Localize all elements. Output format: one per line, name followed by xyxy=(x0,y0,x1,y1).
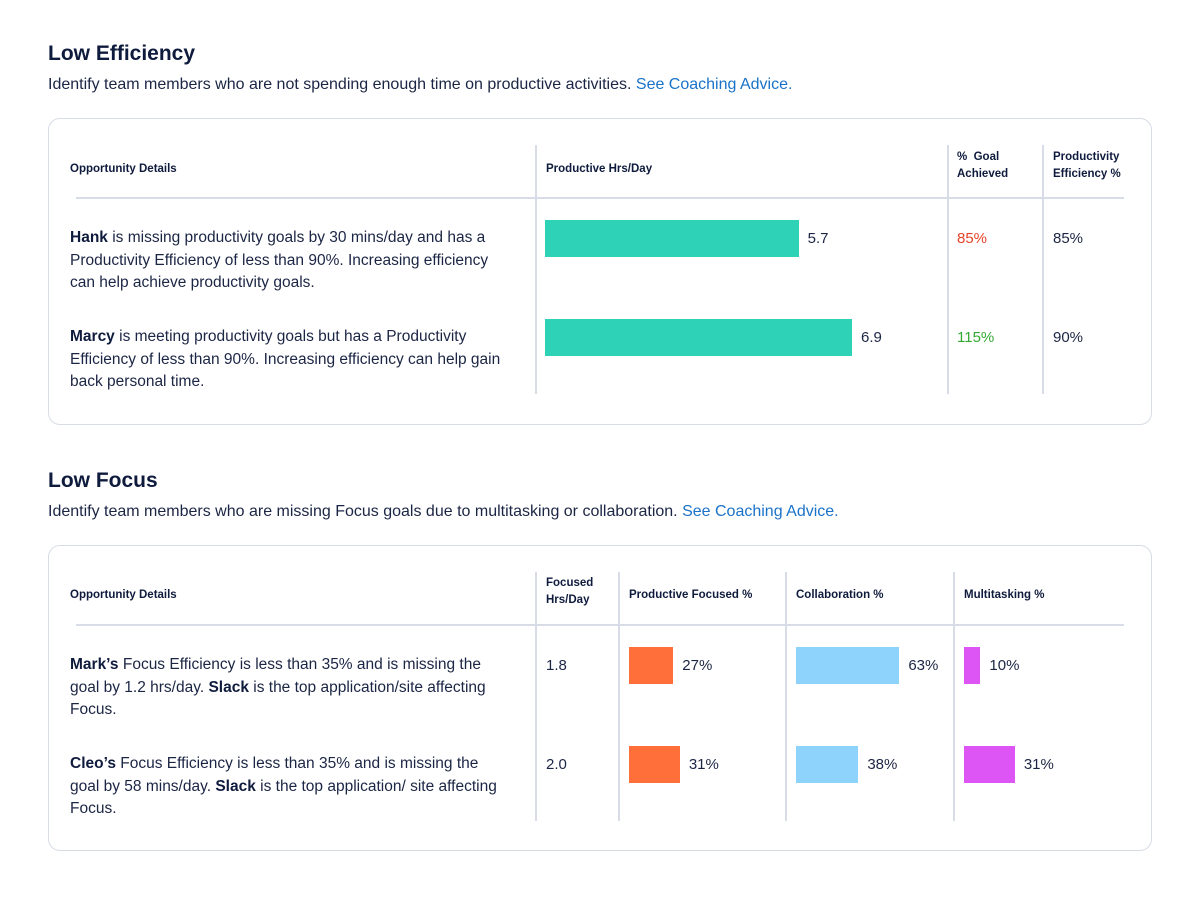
opportunity-detail-mark: Mark’s Focus Efficiency is less than 35%… xyxy=(70,656,486,718)
collaboration-value: 63% xyxy=(908,657,939,674)
app-name: Slack xyxy=(208,678,249,696)
header-productive-focused: Productive Focused % xyxy=(629,589,753,601)
employee-name: Hank xyxy=(70,229,108,246)
column-divider xyxy=(535,572,537,821)
productive-hrs-bar xyxy=(545,220,799,257)
header-productivity-efficiency: Productivity Efficiency % xyxy=(1053,151,1121,180)
column-divider xyxy=(618,572,620,821)
low-focus-title: Low Focus xyxy=(48,469,158,492)
collaboration-bar xyxy=(796,746,859,783)
header-opportunity-details: Opportunity Details xyxy=(70,163,177,175)
opportunity-detail-marcy: Marcy is meeting productivity goals but … xyxy=(70,328,501,390)
low-focus-description-text: Identify team members who are missing Fo… xyxy=(48,503,678,520)
productive-hrs-value: 5.7 xyxy=(807,230,829,247)
productivity-efficiency-value: 90% xyxy=(1053,329,1084,346)
column-divider xyxy=(1042,145,1044,394)
productive-focused-bar xyxy=(629,746,680,783)
low-efficiency-description: Identify team members who are not spendi… xyxy=(48,76,792,94)
employee-name: Marcy xyxy=(70,328,115,345)
header-divider xyxy=(76,624,1124,626)
low-efficiency-card: Opportunity Details Productive Hrs/Day %… xyxy=(48,118,1152,425)
column-divider xyxy=(953,572,955,821)
header-multitasking: Multitasking % xyxy=(964,589,1045,601)
multitasking-bar xyxy=(964,746,1015,783)
opportunity-detail-cleo: Cleo’s Focus Efficiency is less than 35%… xyxy=(70,755,497,817)
column-divider xyxy=(785,572,787,821)
multitasking-value: 31% xyxy=(1023,756,1054,773)
header-focused-hrs: Focused Hrs/Day xyxy=(546,577,594,606)
efficiency-coaching-advice-link[interactable]: See Coaching Advice. xyxy=(635,76,793,93)
focused-hrs-value: 1.8 xyxy=(546,657,567,674)
productive-focused-value: 27% xyxy=(682,657,713,674)
focused-hrs-value: 2.0 xyxy=(546,756,567,773)
productive-focused-value: 31% xyxy=(688,756,719,773)
low-focus-card: Opportunity Details Focused Hrs/Day Prod… xyxy=(48,545,1152,851)
productivity-efficiency-value: 85% xyxy=(1053,230,1084,247)
productive-focused-bar xyxy=(629,647,674,684)
collaboration-value: 38% xyxy=(867,756,898,773)
header-collaboration: Collaboration % xyxy=(796,589,884,601)
opportunity-detail-hank: Hank is missing productivity goals by 30… xyxy=(70,229,489,291)
goal-achieved-value: 85% xyxy=(957,230,988,247)
header-opportunity-details: Opportunity Details xyxy=(70,589,177,601)
goal-achieved-value: 115% xyxy=(957,329,995,346)
multitasking-bar xyxy=(964,647,981,684)
focus-coaching-advice-link[interactable]: See Coaching Advice. xyxy=(682,503,839,520)
productive-hrs-bar xyxy=(545,319,853,356)
low-efficiency-description-text: Identify team members who are not spendi… xyxy=(48,76,632,93)
column-divider xyxy=(535,145,537,394)
header-productive-hrs: Productive Hrs/Day xyxy=(546,163,653,175)
employee-name: Mark’s xyxy=(70,656,119,673)
app-name: Slack xyxy=(215,777,256,795)
low-efficiency-title: Low Efficiency xyxy=(48,42,196,65)
collaboration-bar xyxy=(796,647,900,684)
employee-name: Cleo’s xyxy=(70,755,116,772)
header-goal-achieved: % Goal Achieved xyxy=(957,151,1009,180)
column-divider xyxy=(947,145,949,394)
multitasking-value: 10% xyxy=(989,657,1020,674)
productive-hrs-value: 6.9 xyxy=(861,329,882,346)
header-divider xyxy=(76,197,1124,199)
low-focus-description: Identify team members who are missing Fo… xyxy=(48,503,839,521)
